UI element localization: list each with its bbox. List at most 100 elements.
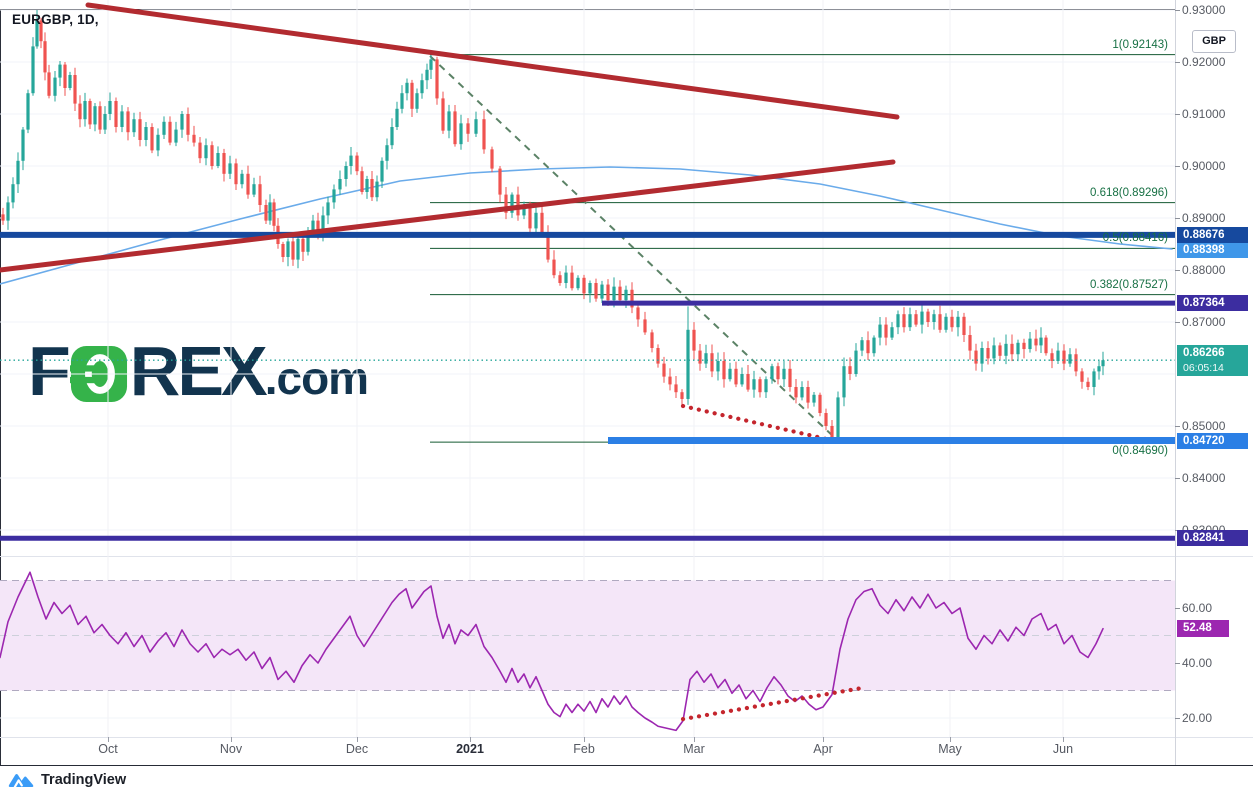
price-pane[interactable] (0, 0, 1175, 556)
time-axis-tick (470, 737, 471, 742)
candle-body (860, 340, 864, 351)
candle-body (962, 316, 966, 335)
tradingview-icon (8, 774, 34, 789)
candle-body (103, 114, 107, 130)
candle-body (866, 340, 870, 354)
candle-body (21, 129, 25, 161)
time-axis-label: Nov (219, 742, 243, 756)
candle-body (650, 332, 654, 348)
candle-body (692, 329, 696, 351)
time-axis-tick (231, 737, 232, 742)
candle-body (758, 379, 762, 393)
candle-body (326, 202, 330, 216)
candle-body (636, 307, 640, 320)
candle-body (968, 335, 972, 351)
candle-body (624, 289, 628, 301)
pane-separator[interactable] (0, 556, 1253, 557)
candle-body (986, 348, 990, 359)
candle-body (344, 166, 348, 179)
candle-body (26, 93, 30, 130)
candle-body (447, 111, 451, 131)
price-axis-tick (1175, 218, 1180, 219)
candle-body (1050, 353, 1054, 361)
candle-body (466, 123, 470, 134)
candle-body (926, 311, 930, 322)
price-axis-label: 0.92000 (1182, 55, 1226, 69)
candle-body (268, 202, 272, 221)
moving-average-line[interactable] (0, 166, 1173, 285)
candle-body (836, 397, 840, 438)
candle-body (272, 202, 276, 226)
time-axis-label: Feb (573, 742, 595, 756)
candle-body (216, 153, 220, 166)
time-axis-tick (950, 737, 951, 742)
currency-toggle-button[interactable]: GBP (1192, 30, 1236, 53)
candle-body (746, 374, 750, 390)
candle-body (1101, 360, 1105, 367)
time-axis-label: 2021 (456, 742, 484, 756)
candle-body (490, 149, 494, 169)
candle-body (73, 75, 77, 104)
candle-body (39, 20, 43, 42)
candle-body (400, 93, 404, 109)
candle-body (246, 173, 250, 195)
price-axis-tick (1175, 270, 1180, 271)
candle-body (896, 314, 900, 328)
lower-trendline[interactable] (0, 159, 896, 273)
candle-body (192, 134, 196, 143)
candle-body (63, 64, 67, 88)
candle-body (643, 319, 647, 333)
price-level-badge: 0.82841 (1177, 530, 1248, 547)
candle-body (594, 283, 598, 299)
candle-body (441, 98, 445, 131)
candle-body (944, 316, 948, 330)
rsi-pane[interactable] (0, 556, 1175, 737)
candle-body (68, 75, 72, 88)
candle-body (558, 275, 562, 283)
price-level-badge: 0.88398 (1177, 242, 1248, 258)
candle-body (1062, 350, 1066, 364)
candle-body (410, 82, 414, 109)
last-price-value: 0.86266 (1183, 346, 1225, 359)
candle-body (1044, 337, 1048, 354)
candle-body (415, 93, 419, 109)
candle-body (228, 163, 232, 174)
time-axis-tick (357, 737, 358, 742)
pane-separator[interactable] (0, 737, 1253, 738)
candle-body (540, 212, 544, 234)
candle-body (830, 426, 834, 438)
candle-body (349, 155, 353, 166)
fib-baseline-dashed[interactable] (429, 55, 836, 439)
tradingview-label: TradingView (41, 772, 127, 788)
price-divergence-dotted-line[interactable] (680, 403, 838, 444)
candle-body (546, 233, 550, 260)
candle-body (576, 277, 580, 289)
time-axis-tick (694, 737, 695, 742)
candle-body (31, 46, 35, 94)
candle-body (210, 145, 214, 166)
candle-body (890, 327, 894, 338)
upper-trendline[interactable] (85, 2, 900, 120)
candle-body (286, 241, 290, 257)
candlestick-series[interactable] (1, 10, 1105, 444)
candle-body (252, 184, 256, 195)
rsi-divergence-dotted-line[interactable] (680, 685, 865, 722)
price-axis-label: 0.90000 (1182, 159, 1226, 173)
rsi-line[interactable] (0, 571, 1104, 732)
fib-level-label: 0.382(0.87527) (1089, 278, 1168, 291)
candle-body (728, 368, 732, 380)
candle-body (222, 153, 226, 174)
price-axis-tick (1175, 663, 1180, 664)
candle-body (884, 324, 888, 338)
candle-body (812, 394, 816, 403)
price-axis-tick (1175, 426, 1180, 427)
candle-body (321, 215, 325, 234)
candle-body (6, 202, 10, 221)
candle-body (668, 376, 672, 385)
candle-body (920, 311, 924, 325)
tradingview-logo-link[interactable]: TradingView (8, 770, 126, 790)
candle-body (980, 348, 984, 364)
candle-body (204, 145, 208, 159)
time-axis-label: Oct (98, 742, 118, 756)
candle-body (878, 324, 882, 338)
